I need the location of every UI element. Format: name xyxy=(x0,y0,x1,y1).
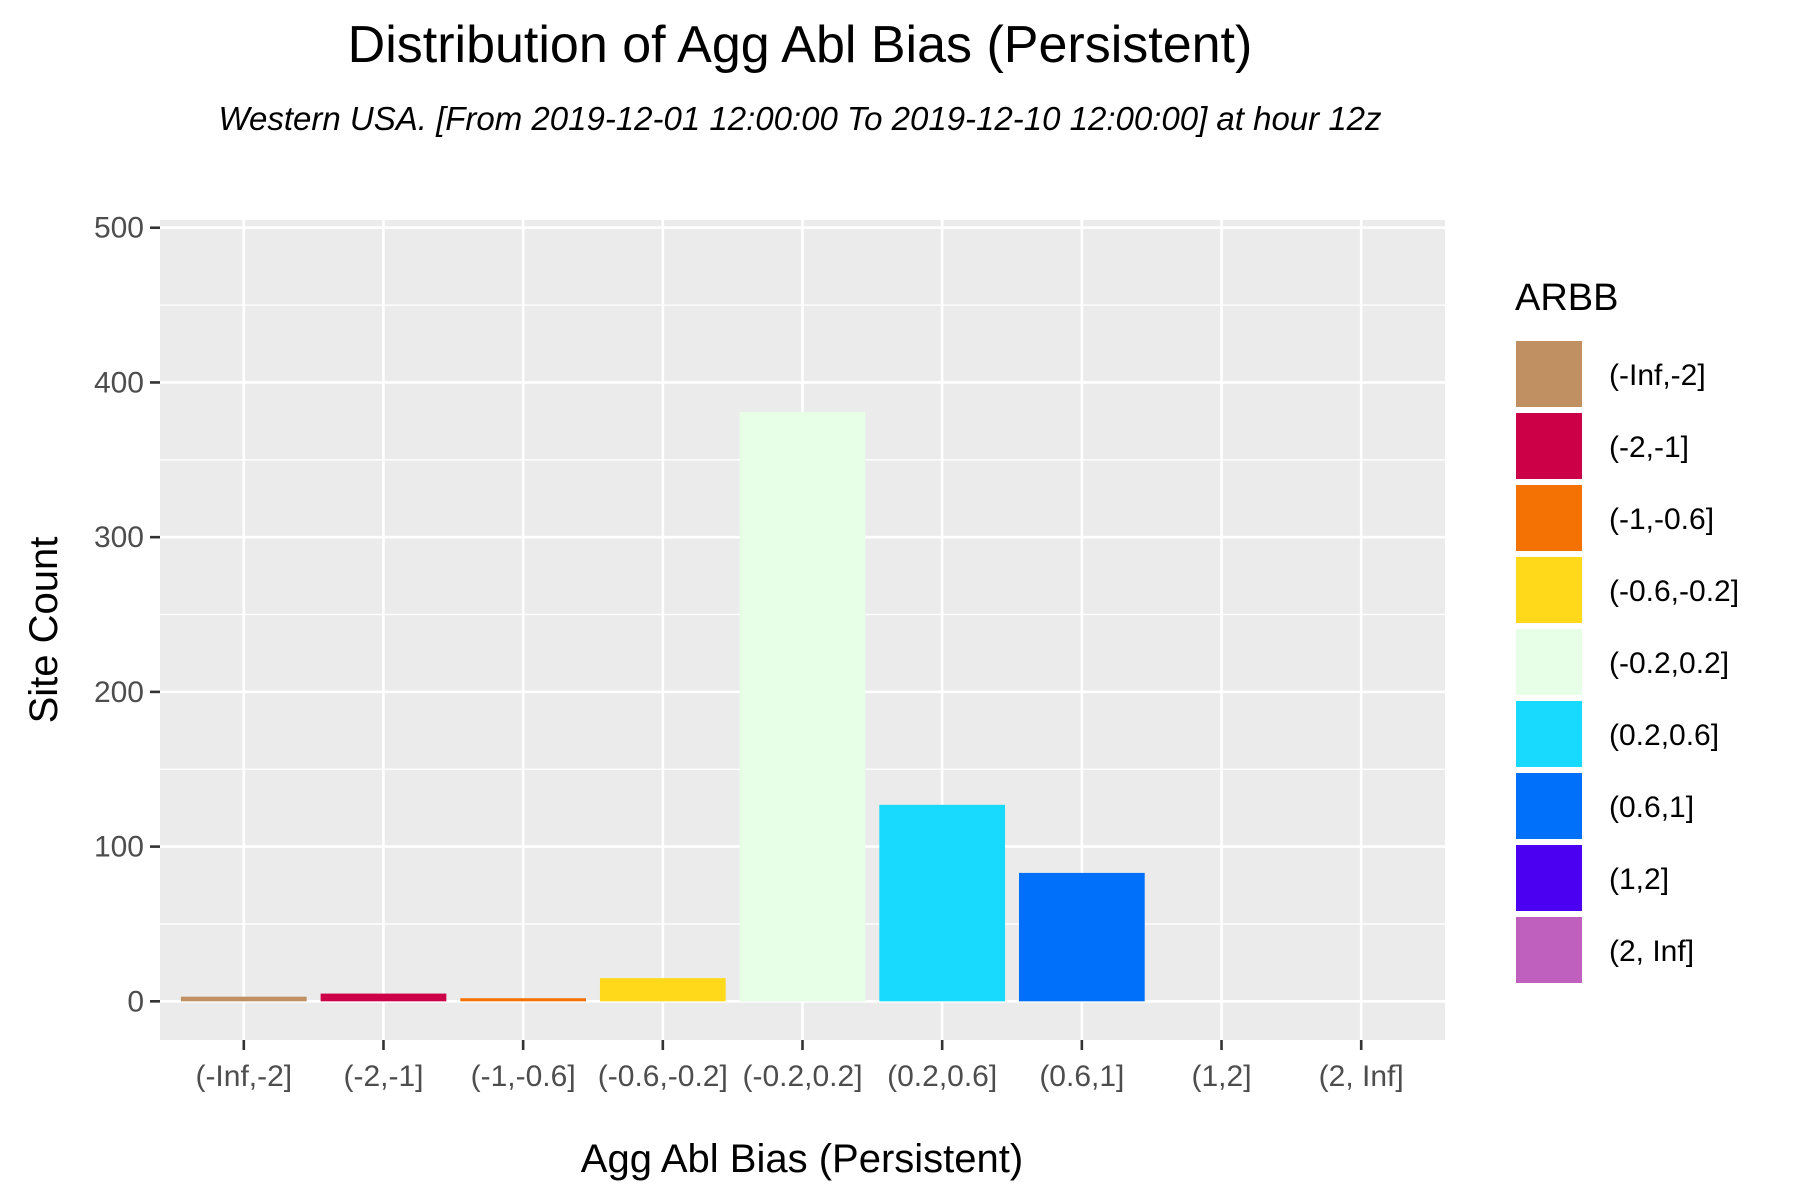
legend-key-4 xyxy=(1514,627,1584,697)
legend: ARBB (-Inf,-2] (-2,-1] (-1,-0.6] (-0.6,-0.2… xyxy=(1514,277,1739,985)
legend-label-7: (1,2] xyxy=(1609,863,1669,896)
y-tick-label: 500 xyxy=(94,212,144,245)
x-tick-label: (-Inf,-2] xyxy=(195,1060,292,1093)
x-axis: (-Inf,-2] (-2,-1] (-1,-0.6] (-0.6,-0.2] (-0.… xyxy=(195,1040,1404,1093)
legend-title: ARBB xyxy=(1515,277,1618,319)
x-tick-label: (-1,-0.6] xyxy=(471,1060,576,1093)
chart-subtitle: Western USA. [From 2019-12-01 12:00:00 T… xyxy=(218,100,1382,137)
legend-items: (-Inf,-2] (-2,-1] (-1,-0.6] (-0.6,-0.2] (-0.… xyxy=(1514,339,1739,985)
y-tick-label: 100 xyxy=(94,831,144,864)
legend-key-0 xyxy=(1514,339,1584,409)
x-tick-label: (-0.6,-0.2] xyxy=(598,1060,728,1093)
legend-label-2: (-1,-0.6] xyxy=(1609,503,1714,536)
legend-key-8 xyxy=(1514,915,1584,985)
x-tick-label: (1,2] xyxy=(1192,1060,1252,1093)
legend-label-3: (-0.6,-0.2] xyxy=(1609,575,1739,608)
y-tick-label: 200 xyxy=(94,676,144,709)
y-tick-label: 0 xyxy=(127,985,144,1018)
x-tick-label: (-2,-1] xyxy=(343,1060,423,1093)
x-tick-label: (-0.2,0.2] xyxy=(742,1060,862,1093)
legend-label-6: (0.6,1] xyxy=(1609,791,1694,824)
bars xyxy=(180,411,1145,1002)
legend-key-6 xyxy=(1514,771,1584,841)
legend-key-5 xyxy=(1514,699,1584,769)
y-axis: 0 100 200 300 400 500 xyxy=(94,212,160,1018)
y-tick-label: 400 xyxy=(94,366,144,399)
bar-4 xyxy=(739,411,866,1002)
bar-3 xyxy=(599,978,726,1002)
legend-label-8: (2, Inf] xyxy=(1609,935,1694,968)
legend-key-3 xyxy=(1514,555,1584,625)
legend-label-1: (-2,-1] xyxy=(1609,431,1689,464)
legend-label-0: (-Inf,-2] xyxy=(1609,359,1706,392)
x-axis-title: Agg Abl Bias (Persistent) xyxy=(581,1137,1023,1181)
legend-label-4: (-0.2,0.2] xyxy=(1609,647,1729,680)
bar-6 xyxy=(1018,872,1145,1002)
chart-title: Distribution of Agg Abl Bias (Persistent… xyxy=(348,16,1253,74)
y-tick-label: 300 xyxy=(94,521,144,554)
bar-0 xyxy=(180,996,307,1002)
x-tick-label: (0.6,1] xyxy=(1039,1060,1124,1093)
x-tick-label: (2, Inf] xyxy=(1319,1060,1404,1093)
grid-lines xyxy=(160,220,1445,1040)
bar-5 xyxy=(879,804,1006,1002)
legend-label-5: (0.2,0.6] xyxy=(1609,719,1719,752)
legend-key-1 xyxy=(1514,411,1584,481)
bar-1 xyxy=(320,993,447,1002)
x-tick-label: (0.2,0.6] xyxy=(887,1060,997,1093)
y-axis-title: Site Count xyxy=(22,537,66,724)
bar-2 xyxy=(460,998,587,1002)
legend-key-7 xyxy=(1514,843,1584,913)
legend-key-2 xyxy=(1514,483,1584,553)
